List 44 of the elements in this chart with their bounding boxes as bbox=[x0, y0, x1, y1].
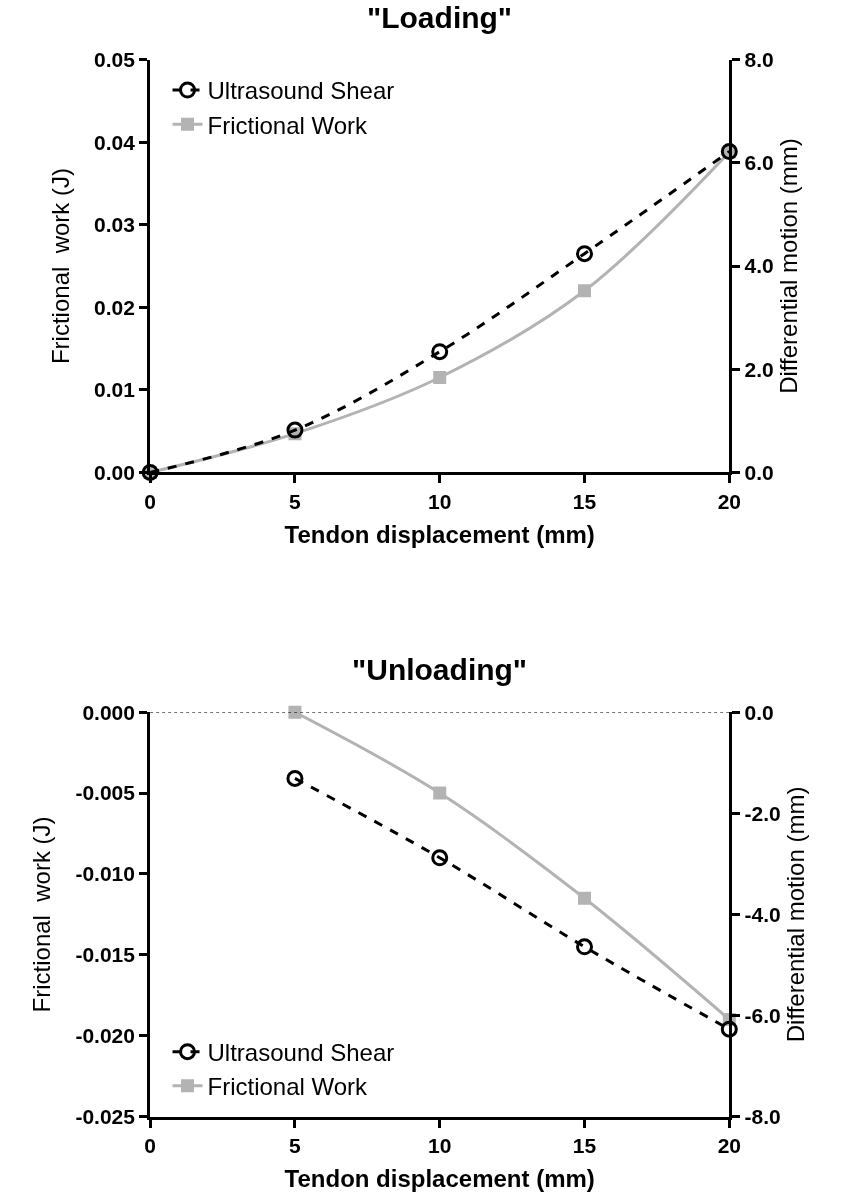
legend-label: Frictional Work bbox=[207, 1073, 369, 1101]
y2-tick-label: -2.0 bbox=[744, 801, 781, 825]
x-tick-label: 15 bbox=[572, 1133, 597, 1157]
y2-tick-label: 6.0 bbox=[744, 151, 774, 175]
y2-axis-title: Differential motion (mm) bbox=[781, 786, 809, 1043]
x-axis-title: Tendon displacement (mm) bbox=[284, 520, 595, 548]
y2-tick-label: 0.0 bbox=[744, 700, 774, 724]
x-tick-label: 5 bbox=[289, 489, 302, 513]
x-tick-label: 20 bbox=[717, 1133, 741, 1157]
y-axis-title: Frictional work (J) bbox=[47, 168, 75, 365]
x-tick-label: 15 bbox=[572, 489, 597, 513]
y-tick-label: -0.010 bbox=[75, 862, 135, 886]
y2-axis-title: Differential motion (mm) bbox=[775, 138, 802, 394]
y-axis-title: Frictional work (J) bbox=[28, 816, 56, 1013]
y2-tick-label: 0.0 bbox=[744, 460, 774, 484]
x-tick-label: 10 bbox=[428, 489, 452, 513]
y2-tick-label: 8.0 bbox=[744, 48, 774, 71]
y-tick-label: 0.03 bbox=[94, 213, 135, 237]
y-tick-label: 0.000 bbox=[82, 700, 135, 724]
y-tick-label: -0.015 bbox=[75, 943, 136, 967]
y-tick-label: 0.00 bbox=[94, 460, 135, 484]
y2-tick-label: -4.0 bbox=[744, 902, 781, 926]
y-tick-label: 0.01 bbox=[94, 378, 136, 402]
x-tick-label: 0 bbox=[144, 1133, 156, 1157]
y2-tick-label: -6.0 bbox=[744, 1003, 781, 1027]
x-tick-label: 0 bbox=[144, 489, 156, 513]
y-tick-label: -0.005 bbox=[75, 781, 136, 805]
y-tick-label: 0.02 bbox=[94, 295, 135, 319]
y-tick-label: -0.020 bbox=[75, 1024, 135, 1048]
chart-title: "Loading" bbox=[367, 1, 513, 34]
x-tick-label: 5 bbox=[289, 1133, 302, 1157]
legend-label: Ultrasound Shear bbox=[207, 77, 395, 105]
y-tick-label: 0.05 bbox=[94, 48, 136, 71]
x-tick-label: 20 bbox=[717, 489, 741, 513]
y-tick-label: 0.04 bbox=[94, 130, 136, 154]
y-tick-label: -0.025 bbox=[75, 1105, 136, 1128]
x-tick-label: 10 bbox=[428, 1133, 452, 1157]
chart-title: "Unloading" bbox=[352, 653, 528, 686]
x-axis-title: Tendon displacement (mm) bbox=[284, 1165, 595, 1193]
y2-tick-label: 2.0 bbox=[744, 357, 774, 381]
y2-tick-label: -8.0 bbox=[744, 1105, 781, 1128]
legend-label: Frictional Work bbox=[207, 111, 369, 139]
legend-label: Ultrasound Shear bbox=[207, 1039, 395, 1067]
y2-tick-label: 4.0 bbox=[744, 254, 774, 278]
